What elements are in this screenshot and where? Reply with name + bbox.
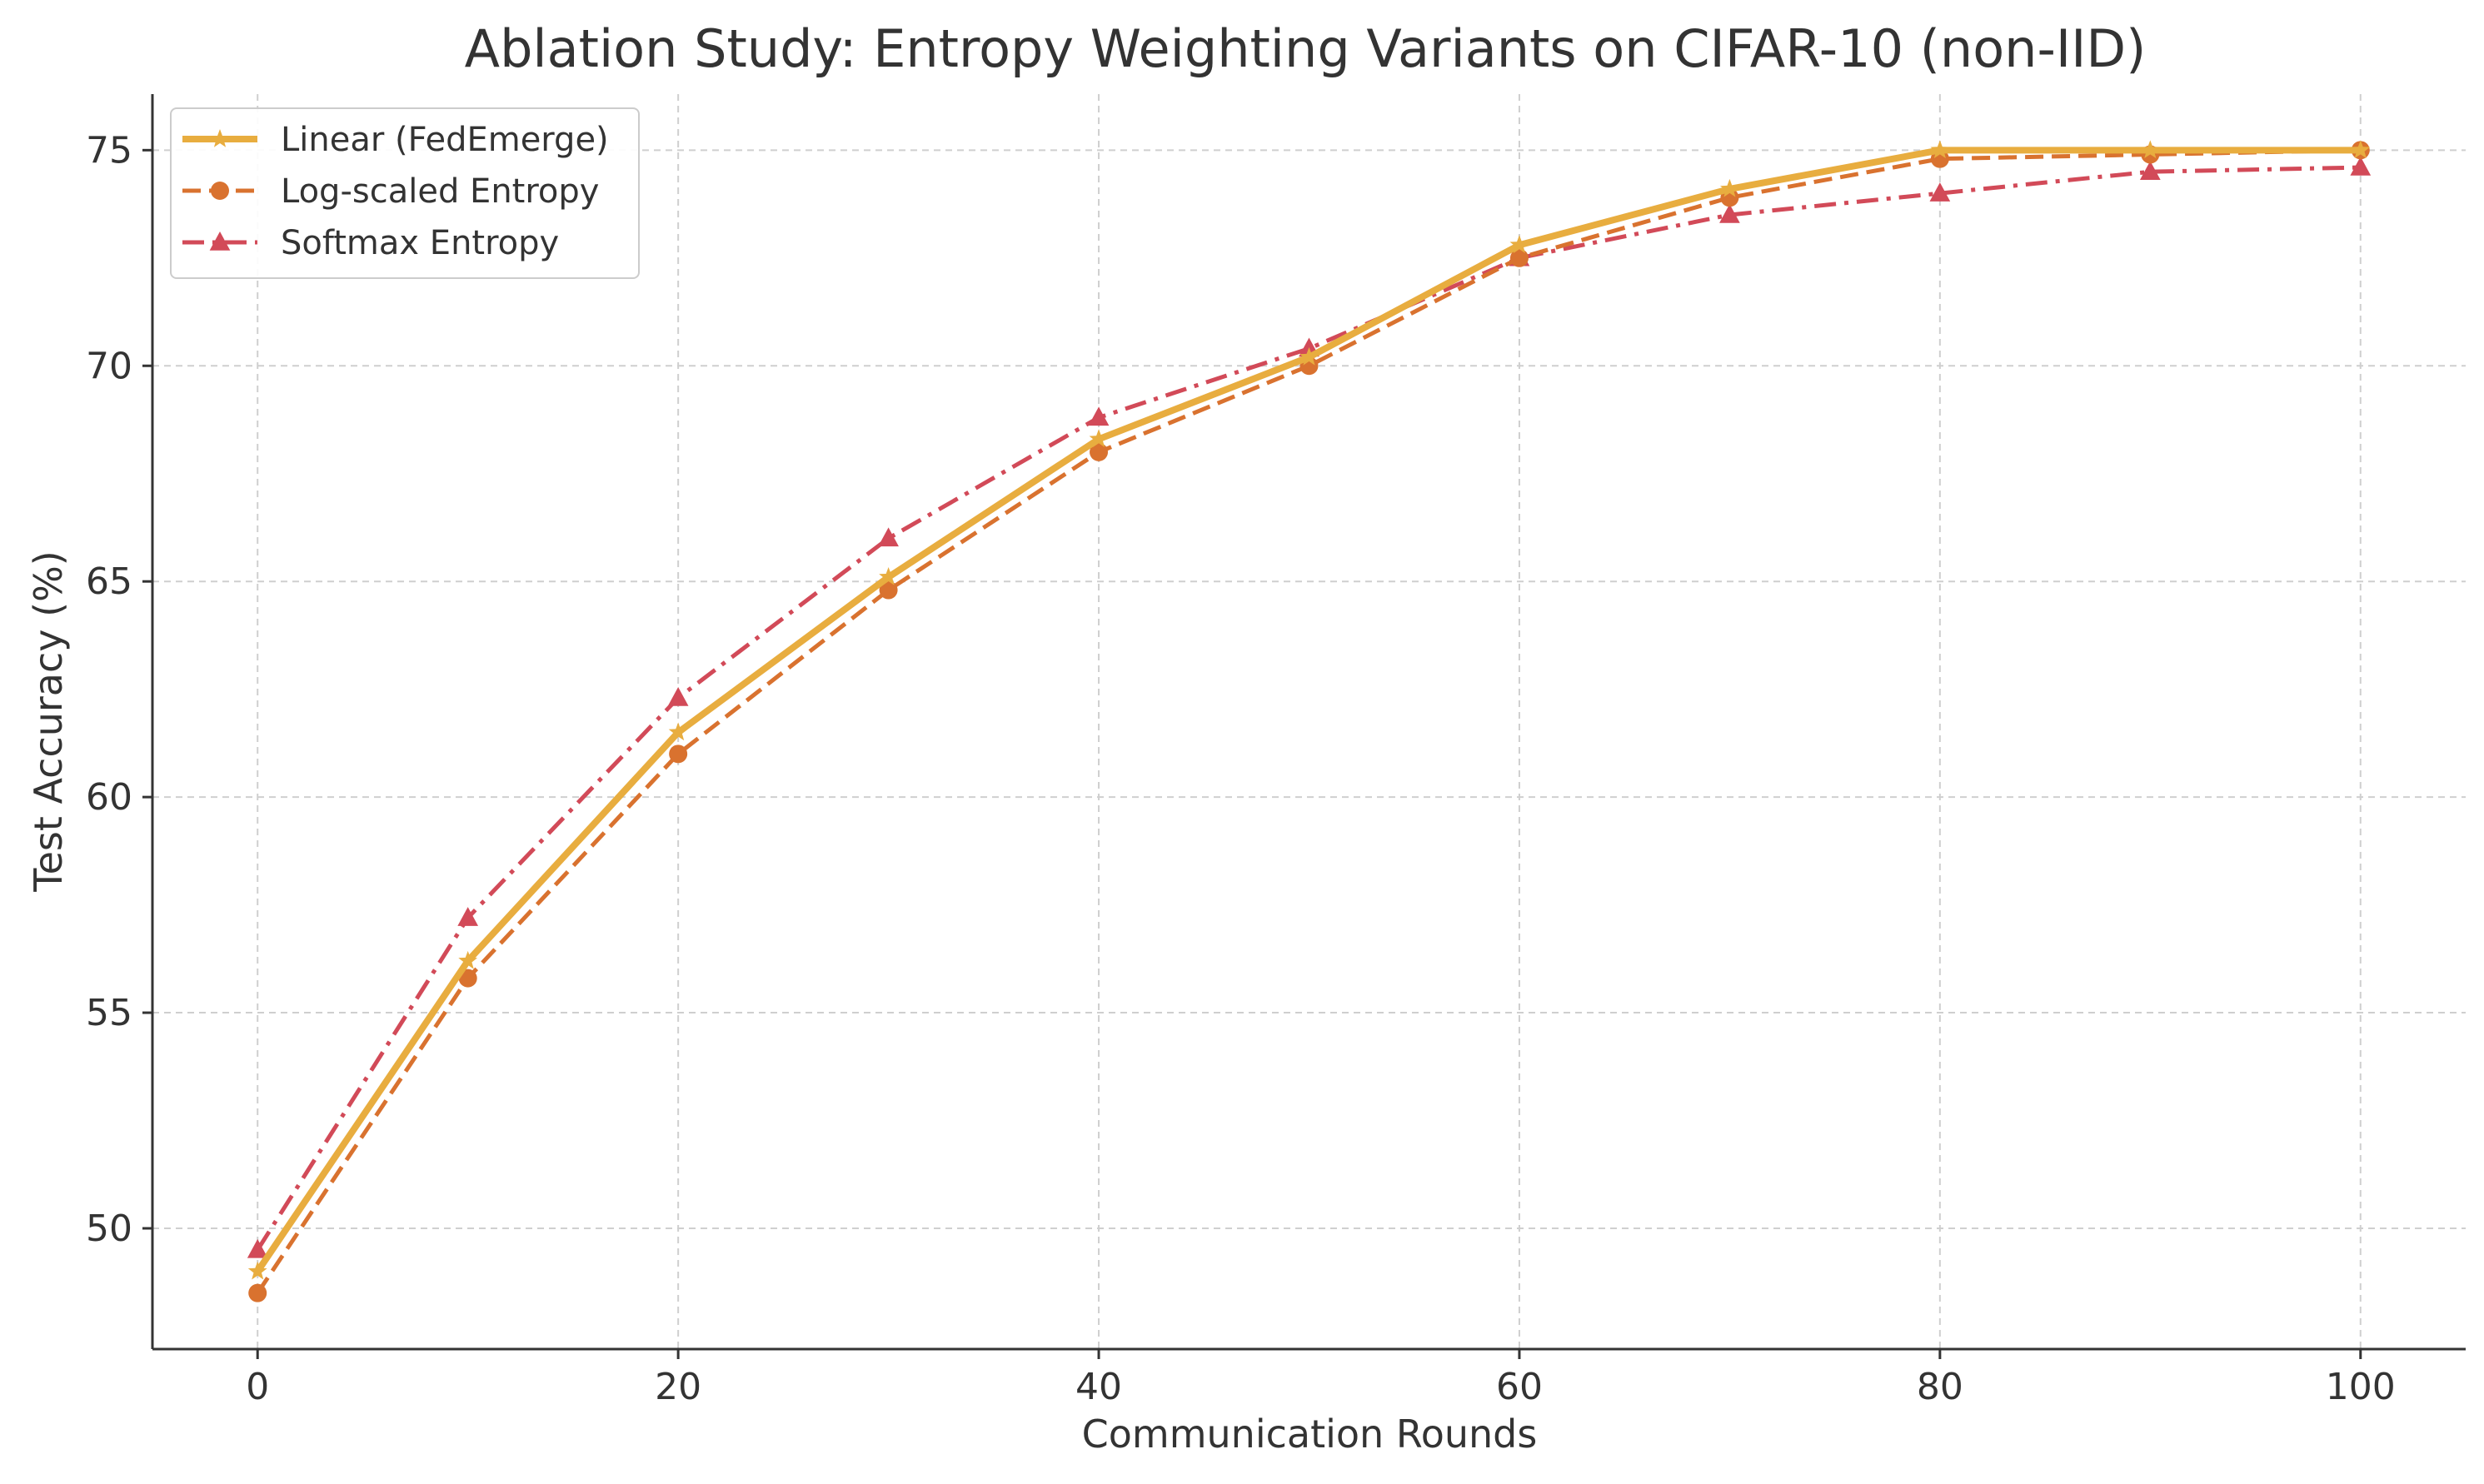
x-tick-label: 80 — [1917, 1366, 1963, 1408]
data-point — [667, 687, 689, 706]
data-point — [247, 1238, 268, 1258]
legend-label: Softmax Entropy — [281, 224, 559, 262]
data-point — [1088, 406, 1110, 426]
series-0 — [247, 140, 2371, 1280]
data-point — [2139, 161, 2161, 180]
series-line — [256, 165, 2361, 1252]
legend-entry: Softmax Entropy — [182, 224, 559, 262]
y-tick-label: 55 — [86, 992, 132, 1034]
legend: Linear (FedEmerge) Log-scaled Entropy Soft… — [170, 107, 640, 279]
data-point — [669, 744, 688, 764]
y-tick-label: 60 — [86, 776, 132, 819]
data-point — [457, 907, 479, 926]
legend-box — [170, 107, 640, 279]
y-axis-label: Test Accuracy (%) — [26, 550, 71, 892]
legend-label: Log-scaled Entropy — [281, 172, 599, 211]
data-point — [878, 527, 899, 547]
chart-title: Ablation Study: Entropy Weighting Varian… — [465, 18, 2147, 79]
x-tick-label: 60 — [1496, 1366, 1543, 1408]
data-point — [458, 950, 478, 969]
legend-marker — [210, 129, 230, 147]
data-point — [2140, 140, 2160, 159]
x-tick-label: 0 — [246, 1366, 269, 1408]
data-point — [2350, 157, 2372, 176]
data-point — [2351, 140, 2371, 159]
series-line — [256, 147, 2361, 1295]
data-point — [1930, 140, 1950, 159]
data-point — [879, 567, 898, 585]
y-tick-label: 65 — [86, 560, 132, 603]
legend-label: Linear (FedEmerge) — [281, 121, 609, 159]
data-point — [1299, 346, 1319, 366]
data-point — [1509, 235, 1529, 253]
series-1 — [248, 141, 2370, 1302]
legend-marker — [209, 232, 231, 251]
y-tick-label: 70 — [86, 345, 132, 387]
x-tick-label: 40 — [1075, 1366, 1122, 1408]
data-point — [1719, 204, 1740, 223]
legend-entry: Linear (FedEmerge) — [182, 121, 609, 159]
data-point — [1720, 178, 1739, 197]
x-tick-label: 20 — [655, 1366, 701, 1408]
data-point — [1089, 429, 1109, 447]
series-line — [254, 147, 2361, 1274]
series-2 — [247, 157, 2372, 1258]
legend-entry: Log-scaled Entropy — [182, 172, 599, 211]
x-axis-label: Communication Rounds — [1082, 1412, 1538, 1457]
axes: 0 20 40 60 80 100 50 55 60 65 70 75 — [86, 94, 2466, 1408]
data-point — [248, 1283, 267, 1302]
data-point — [1090, 442, 1109, 461]
data-point — [247, 1261, 267, 1280]
legend-marker — [211, 182, 229, 200]
series-lines — [247, 140, 2372, 1302]
y-tick-label: 50 — [86, 1208, 132, 1250]
data-point — [668, 722, 688, 741]
data-point — [879, 580, 898, 600]
x-tick-label: 100 — [2326, 1366, 2396, 1408]
y-tick-label: 75 — [86, 129, 132, 172]
grid — [152, 94, 2466, 1349]
data-point — [1929, 182, 1951, 202]
data-point — [1509, 248, 1529, 267]
